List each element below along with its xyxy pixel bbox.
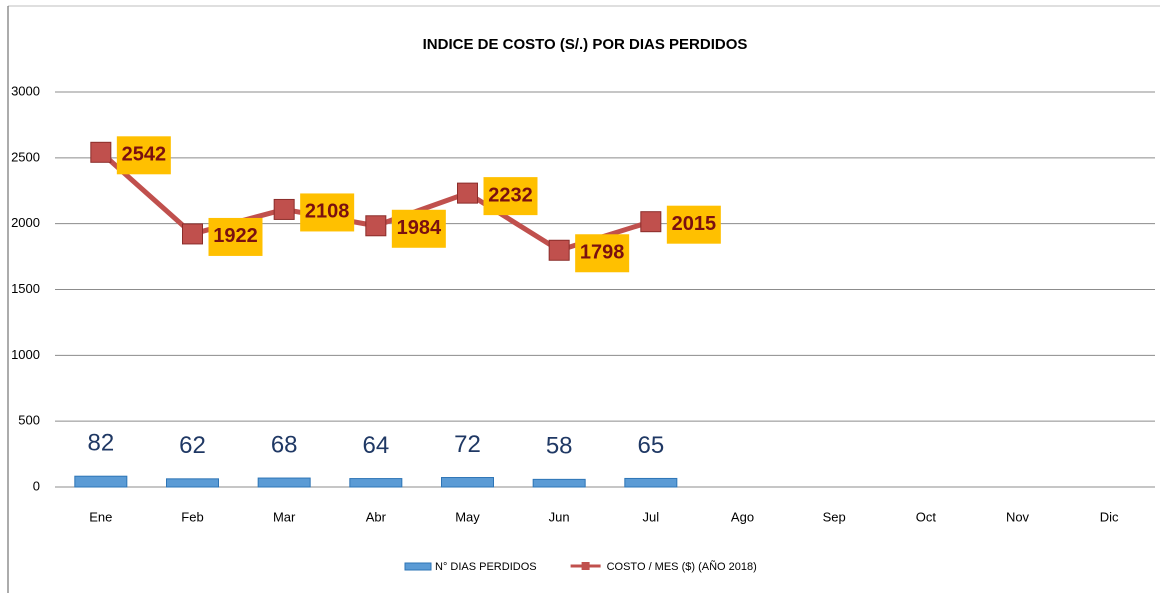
bar-value-label: 68 — [271, 431, 298, 458]
line-value-label: 1984 — [397, 217, 442, 239]
legend-label: COSTO / MES ($) (AÑO 2018) — [607, 560, 757, 573]
bar — [166, 478, 219, 488]
bar-value-label: 64 — [362, 432, 389, 459]
label-box — [666, 205, 721, 244]
bar — [257, 477, 311, 488]
legend-swatch — [581, 562, 590, 570]
line-value-label: 2542 — [122, 144, 167, 166]
y-tick-label: 1000 — [11, 347, 40, 362]
legend-label: N° DIAS PERDIDOS — [435, 561, 537, 573]
bar-value-label: 65 — [637, 432, 664, 459]
x-tick-label: May — [455, 509, 480, 524]
bar — [441, 477, 494, 488]
bar-value-label: 82 — [87, 430, 114, 457]
label-box — [483, 177, 538, 216]
x-tick-label: Abr — [366, 509, 387, 524]
y-tick-label: 2500 — [11, 149, 40, 164]
label-box — [575, 234, 630, 273]
marker — [182, 223, 203, 245]
line-value-label: 2232 — [488, 184, 533, 206]
label-box — [391, 209, 446, 248]
line-value-label: 2015 — [672, 213, 717, 235]
y-tick-label: 0 — [33, 478, 40, 493]
x-tick-label: Ago — [731, 509, 754, 524]
x-tick-label: Sep — [823, 509, 846, 524]
y-tick-label: 1500 — [11, 281, 40, 296]
x-tick-label: Jul — [643, 509, 660, 524]
bar-value-label: 62 — [179, 432, 206, 459]
bar-value-label: 72 — [454, 431, 481, 458]
y-tick-label: 3000 — [11, 83, 40, 98]
marker — [273, 198, 295, 220]
marker — [90, 141, 112, 163]
marker — [548, 239, 570, 261]
bar — [74, 475, 128, 488]
bar-value-label: 58 — [546, 433, 573, 460]
x-tick-label: Ene — [89, 509, 112, 524]
chart-title: INDICE DE COSTO (S/.) POR DIAS PERDIDOS — [423, 36, 748, 53]
marker — [457, 182, 478, 204]
y-tick-label: 2000 — [11, 215, 40, 230]
marker — [640, 211, 662, 233]
line-value-label: 1922 — [213, 225, 258, 247]
legend-swatch — [404, 562, 432, 571]
label-box — [208, 217, 263, 256]
bar — [349, 478, 403, 488]
line-value-label: 2108 — [305, 201, 350, 223]
bar — [624, 477, 678, 488]
x-tick-label: Nov — [1006, 509, 1030, 524]
x-tick-label: Oct — [916, 509, 937, 524]
label-box — [300, 193, 355, 232]
bar — [532, 478, 586, 488]
y-tick-label: 500 — [18, 413, 40, 428]
line-value-label: 1798 — [580, 242, 625, 264]
x-tick-label: Mar — [273, 509, 296, 524]
x-tick-label: Dic — [1100, 509, 1119, 524]
marker — [365, 215, 387, 237]
label-box — [116, 136, 171, 175]
x-tick-label: Jun — [549, 509, 570, 524]
x-tick-label: Feb — [181, 509, 203, 524]
